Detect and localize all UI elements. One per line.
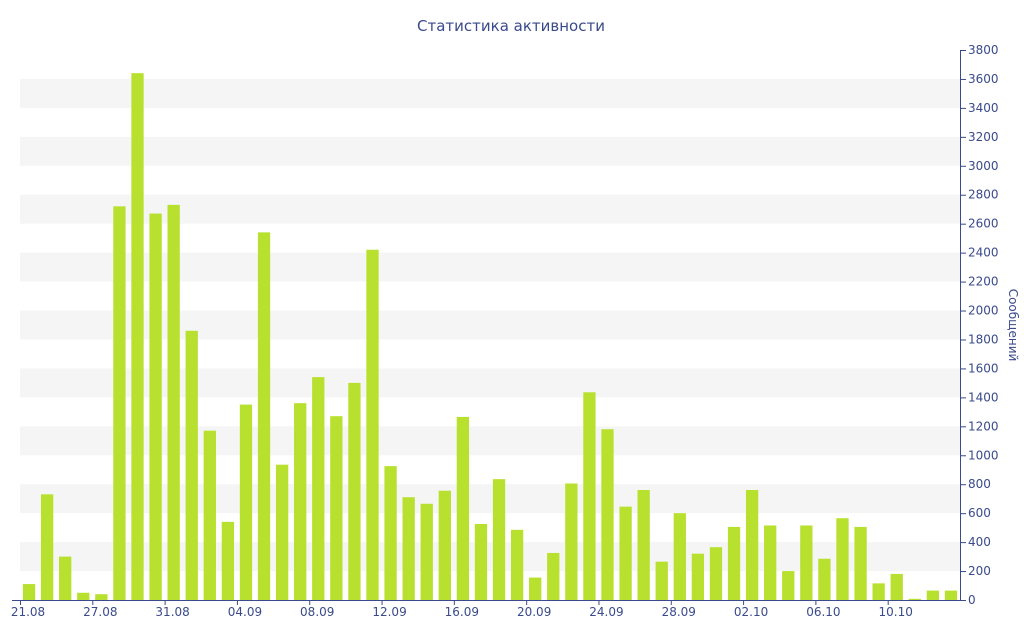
bar — [818, 558, 831, 600]
bar — [474, 524, 488, 600]
bar — [22, 584, 36, 600]
bar — [221, 521, 235, 600]
bar — [764, 525, 777, 600]
bar — [294, 403, 307, 600]
y-tick-label: 2000 — [968, 304, 999, 318]
bar — [275, 464, 289, 600]
bar — [872, 583, 885, 600]
bar — [782, 571, 795, 600]
bar — [709, 547, 723, 600]
bar — [565, 483, 578, 600]
y-tick-label: 3000 — [968, 159, 999, 173]
y-tick-label: 1200 — [968, 419, 999, 433]
bar — [77, 592, 90, 600]
bar — [312, 377, 325, 600]
x-tick-label: 20.09 — [517, 605, 551, 619]
bar — [944, 590, 958, 600]
bar — [637, 490, 650, 600]
x-axis-ticks: 21.08 27.08 31.08 04.09 08.09 12.09 16.09 20.09… — [11, 600, 913, 619]
bar — [59, 556, 72, 600]
x-tick-label: 08.09 — [300, 605, 334, 619]
y-tick-label: 3400 — [968, 101, 999, 115]
bar — [438, 490, 451, 600]
bar — [800, 525, 813, 600]
bar — [203, 430, 216, 600]
y-tick-label: 200 — [968, 564, 991, 578]
y-tick-label: 2200 — [968, 275, 999, 289]
y-tick-label: 3600 — [968, 72, 999, 86]
bar — [40, 494, 54, 600]
y-tick-label: 600 — [968, 506, 991, 520]
x-tick-label: 16.09 — [445, 605, 479, 619]
grid-band — [20, 136, 960, 166]
bar — [95, 594, 108, 600]
chart-title: Статистика активности — [417, 17, 605, 35]
bar — [402, 497, 415, 600]
bar — [113, 206, 126, 600]
y-tick-label: 800 — [968, 477, 991, 491]
y-tick-label: 2800 — [968, 188, 999, 202]
bar — [510, 529, 524, 600]
bar — [745, 490, 759, 600]
bar — [420, 503, 433, 600]
bar — [926, 590, 940, 600]
x-tick-label: 06.10 — [806, 605, 840, 619]
bars — [22, 73, 958, 601]
x-tick-label: 28.09 — [662, 605, 696, 619]
bar — [330, 416, 343, 600]
bar — [167, 204, 180, 601]
bar — [908, 598, 921, 600]
x-tick-label: 21.08 — [11, 605, 45, 619]
bar — [691, 553, 705, 600]
bar — [131, 73, 144, 600]
y-tick-label: 1000 — [968, 448, 999, 462]
bar — [601, 429, 614, 600]
y-tick-label: 1800 — [968, 332, 999, 346]
x-tick-label: 04.09 — [228, 605, 262, 619]
y-tick-label: 3800 — [968, 43, 999, 57]
x-tick-label: 12.09 — [372, 605, 406, 619]
grid-band — [20, 78, 960, 108]
bar — [727, 526, 741, 600]
bar — [655, 561, 668, 600]
x-tick-label: 24.09 — [589, 605, 623, 619]
y-tick-label: 2400 — [968, 246, 999, 260]
bar — [836, 518, 849, 600]
bar — [890, 573, 903, 600]
x-tick-label: 10.10 — [879, 605, 913, 619]
y-tick-label: 400 — [968, 535, 991, 549]
bar — [673, 513, 686, 600]
bar — [239, 404, 253, 600]
y-tick-label: 0 — [968, 593, 976, 607]
y-tick-label: 1400 — [968, 390, 999, 404]
bar — [529, 577, 542, 600]
bar — [257, 232, 271, 601]
bar — [583, 392, 596, 600]
bar — [619, 506, 632, 600]
x-tick-label: 02.10 — [734, 605, 768, 619]
bar — [185, 330, 198, 600]
bar — [348, 382, 361, 600]
bar — [366, 249, 379, 600]
bar — [492, 479, 506, 600]
x-tick-label: 27.08 — [83, 605, 117, 619]
x-tick-label: 31.08 — [155, 605, 189, 619]
y-axis-title: Сообщений — [1006, 289, 1020, 362]
y-tick-label: 3200 — [968, 130, 999, 144]
bar — [384, 466, 397, 600]
bar — [456, 416, 470, 600]
bar — [149, 213, 162, 601]
y-axis-ticks: 0 200 400 600 800 1000 1200 1400 1600 1800 2000 220… — [960, 43, 999, 607]
bar — [854, 526, 867, 600]
y-tick-label: 2600 — [968, 217, 999, 231]
y-tick-label: 1600 — [968, 361, 999, 375]
bar — [547, 552, 560, 600]
